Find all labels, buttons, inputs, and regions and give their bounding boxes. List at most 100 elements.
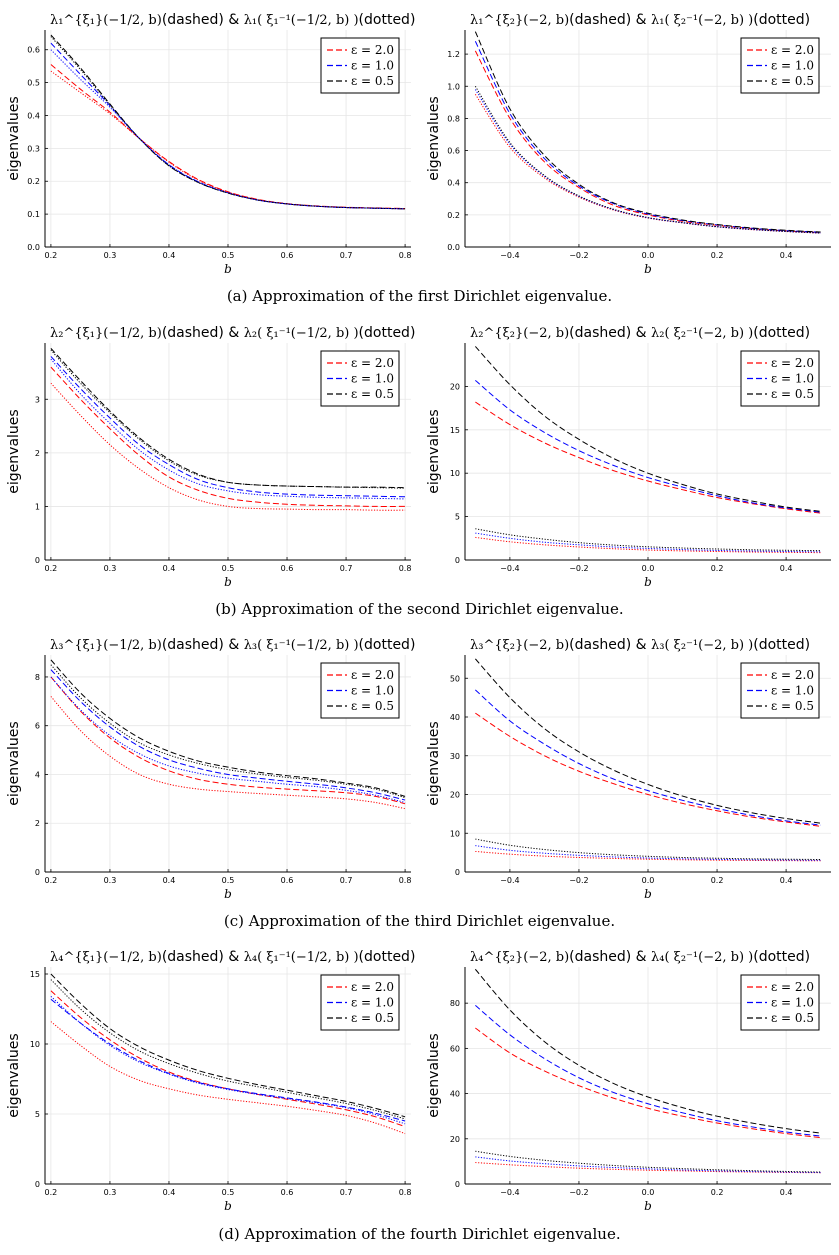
legend-box xyxy=(320,350,400,407)
x-tick-label: −0.2 xyxy=(569,251,588,260)
x-tick-label: 0.3 xyxy=(104,1188,117,1197)
x-tick-label: −0.2 xyxy=(569,876,588,885)
legend-label: ε = 2.0 xyxy=(351,668,394,682)
title-part: λ₄( ξ₂⁻¹(−2, b) ) xyxy=(651,950,753,965)
title-part: λ₁( ξ₂⁻¹(−2, b) ) xyxy=(651,13,753,28)
chart-title: λ₄^{ξ₂}(−2, b)(dashed) & λ₄( ξ₂⁻¹(−2, b)… xyxy=(470,949,810,965)
legend-label: ε = 1.0 xyxy=(771,996,814,1010)
y-tick-label: 0.4 xyxy=(27,111,40,120)
series-line-dotted xyxy=(50,996,406,1125)
title-part: λ₄^{ξ₁}(−1/2, b) xyxy=(50,950,162,965)
title-part: (dotted) xyxy=(753,949,810,965)
x-tick-label: 0.7 xyxy=(340,251,353,260)
chart-panel-7: 0.2 0.3 0.4 0.5 0.6 0.7 0.8 0 5 10 15 b eigenvalues λ… xyxy=(6,949,415,1213)
x-tick-label: −0.4 xyxy=(500,876,519,885)
series-line-dotted xyxy=(475,532,821,553)
chart-panel-8: −0.4 −0.2 0.0 0.2 0.4 0 20 40 60 80 b eigenvalues λ₄… xyxy=(426,949,831,1213)
y-tick-label: 0 xyxy=(455,556,460,565)
x-tick-label: 0.5 xyxy=(222,564,235,573)
x-tick-label: 0.3 xyxy=(104,251,117,260)
chart-title: λ₁^{ξ₂}(−2, b)(dashed) & λ₁( ξ₂⁻¹(−2, b)… xyxy=(470,12,810,28)
chart-panel-4: −0.4 −0.2 0.0 0.2 0.4 0 5 10 15 20 b eigenvalues λ₂^… xyxy=(426,325,831,589)
series-line-dotted xyxy=(475,1156,821,1174)
series-line-dotted xyxy=(50,979,406,1120)
y-tick-label: 60 xyxy=(450,1044,460,1053)
series-line-dotted xyxy=(475,845,821,861)
y-tick-label: 5 xyxy=(35,1110,40,1119)
series-line-dotted xyxy=(50,36,406,210)
x-tick-label: 0.6 xyxy=(281,251,294,260)
legend-label: ε = 1.0 xyxy=(351,996,394,1010)
series-line-dotted xyxy=(474,89,821,234)
x-axis-label: b xyxy=(224,262,232,276)
y-tick-label: 15 xyxy=(30,970,40,979)
title-part: λ₁( ξ₁⁻¹(−1/2, b) ) xyxy=(244,13,359,28)
y-tick-label: 4 xyxy=(35,770,40,779)
legend-box xyxy=(740,662,820,719)
chart-panel-1: 0.2 0.3 0.4 0.5 0.6 0.7 0.8 0.0 0.1 0.2 0.3 0.4 0.5 0… xyxy=(6,12,415,276)
title-part: (dotted) xyxy=(753,325,810,341)
x-tick-label: 0.5 xyxy=(222,1188,235,1197)
series-line-dashed xyxy=(475,1027,821,1139)
y-tick-label: 1.0 xyxy=(447,82,460,91)
title-part: λ₃( ξ₂⁻¹(−2, b) ) xyxy=(651,638,753,653)
legend-label: ε = 2.0 xyxy=(771,43,814,57)
x-tick-label: 0.2 xyxy=(711,251,724,260)
y-tick-label: 10 xyxy=(30,1040,40,1049)
y-tick-label: 2 xyxy=(35,819,40,828)
series-line-dashed xyxy=(474,346,821,512)
y-tick-label: 0.2 xyxy=(27,177,40,186)
y-axis-label: eigenvalues xyxy=(6,1033,22,1117)
series-line-dashed xyxy=(50,356,406,498)
x-tick-label: 0.0 xyxy=(642,251,655,260)
legend-label: ε = 0.5 xyxy=(771,387,814,401)
legend: ε = 2.0 ε = 1.0ε = 0.5 xyxy=(740,350,820,407)
series-line-dashed xyxy=(50,998,406,1122)
series-line-dashed xyxy=(474,968,821,1134)
caption-a: (a) Approximation of the first Dirichlet… xyxy=(227,287,612,305)
legend: ε = 2.0 ε = 1.0ε = 0.5 xyxy=(740,37,820,94)
x-tick-label: −0.2 xyxy=(569,564,588,573)
y-tick-label: 20 xyxy=(450,1135,460,1144)
title-part: (dotted) xyxy=(359,12,416,28)
y-tick-label: 50 xyxy=(450,674,460,683)
y-tick-label: 0 xyxy=(35,868,40,877)
legend-label: ε = 2.0 xyxy=(771,356,814,370)
title-part: λ₂^{ξ₁}(−1/2, b) xyxy=(50,326,162,341)
y-axis-label: eigenvalues xyxy=(426,721,442,805)
title-part: (dashed) & xyxy=(569,949,651,965)
series-line-dotted xyxy=(475,838,821,861)
legend-label: ε = 0.5 xyxy=(351,699,394,713)
y-tick-label: 0.0 xyxy=(27,243,40,252)
y-tick-label: 0.2 xyxy=(447,211,460,220)
x-tick-label: 0.4 xyxy=(780,1188,793,1197)
series-line-dotted xyxy=(50,70,406,210)
title-part: (dotted) xyxy=(753,637,810,653)
series-line-dashed xyxy=(474,41,821,233)
series-line-dashed xyxy=(475,712,821,827)
x-tick-label: 0.2 xyxy=(45,251,58,260)
legend-label: ε = 1.0 xyxy=(351,59,394,73)
legend-box xyxy=(320,37,400,94)
x-tick-label: 0.2 xyxy=(45,564,58,573)
x-axis-label: b xyxy=(644,1199,652,1213)
title-part: (dashed) & xyxy=(569,637,651,653)
legend: ε = 2.0 ε = 1.0ε = 0.5 xyxy=(320,350,400,407)
legend-box xyxy=(740,37,820,94)
y-tick-label: 8 xyxy=(35,673,40,682)
title-part: (dashed) & xyxy=(162,949,244,965)
legend-label: ε = 1.0 xyxy=(351,684,394,698)
legend-label: ε = 1.0 xyxy=(771,684,814,698)
y-axis-label: eigenvalues xyxy=(6,409,22,493)
x-tick-label: −0.4 xyxy=(500,1188,519,1197)
chart-title: λ₃^{ξ₁}(−1/2, b)(dashed) & λ₃( ξ₁⁻¹(−1/2… xyxy=(50,637,415,653)
y-tick-label: 0 xyxy=(35,1180,40,1189)
y-tick-label: 0.8 xyxy=(447,114,460,123)
series-line-dashed xyxy=(50,659,406,797)
caption-b: (b) Approximation of the second Dirichle… xyxy=(215,600,623,618)
series-line-dotted xyxy=(50,696,406,810)
chart-panel-2: −0.4 −0.2 0.0 0.2 0.4 0.0 0.2 0.4 0.6 0.8 1.0 1.2 b e… xyxy=(426,12,831,276)
y-tick-label: 0.5 xyxy=(27,79,40,88)
y-tick-label: 0.1 xyxy=(27,210,40,219)
